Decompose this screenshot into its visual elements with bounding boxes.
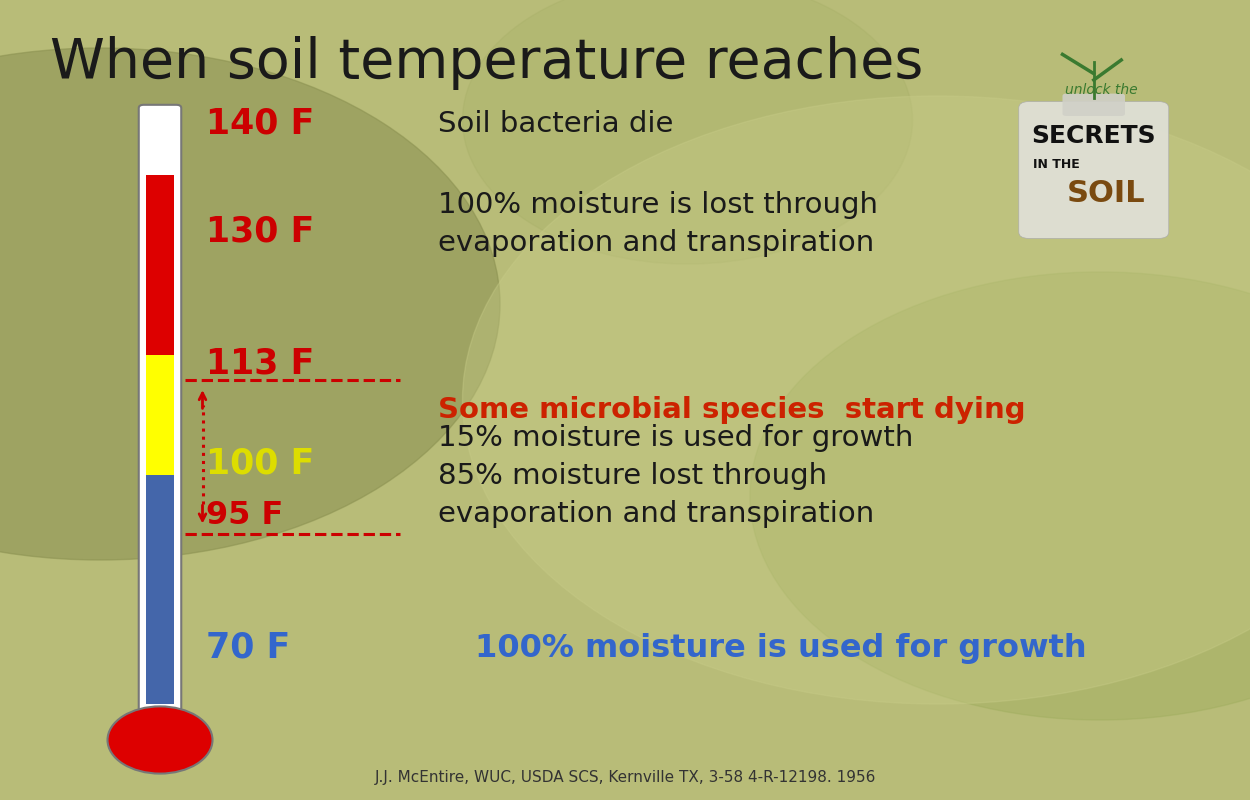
Circle shape (107, 706, 212, 774)
Text: 140 F: 140 F (206, 107, 315, 141)
Text: 15% moisture is used for growth
85% moisture lost through
evaporation and transp: 15% moisture is used for growth 85% mois… (438, 424, 912, 528)
Text: Some microbial species  start dying: Some microbial species start dying (438, 396, 1025, 424)
Text: 100% moisture is used for growth: 100% moisture is used for growth (475, 633, 1086, 663)
Text: 95 F: 95 F (206, 501, 284, 531)
Text: 130 F: 130 F (206, 215, 315, 249)
Text: 113 F: 113 F (206, 347, 315, 381)
Text: Soil bacteria die: Soil bacteria die (438, 110, 672, 138)
FancyBboxPatch shape (139, 105, 181, 711)
Bar (146, 474, 174, 704)
Text: J.J. McEntire, WUC, USDA SCS, Kernville TX, 3-58 4-R-12198. 1956: J.J. McEntire, WUC, USDA SCS, Kernville … (374, 770, 876, 785)
Text: When soil temperature reaches: When soil temperature reaches (50, 36, 924, 90)
Text: 100 F: 100 F (206, 447, 315, 481)
Text: 70 F: 70 F (206, 631, 290, 665)
Circle shape (462, 0, 912, 264)
Text: SECRETS: SECRETS (1031, 124, 1156, 148)
Circle shape (750, 272, 1250, 720)
FancyBboxPatch shape (1019, 102, 1169, 238)
Circle shape (462, 96, 1250, 704)
Bar (146, 354, 174, 474)
FancyBboxPatch shape (1062, 94, 1125, 116)
Text: SOIL: SOIL (1068, 179, 1145, 208)
Bar (146, 174, 174, 354)
Text: 100% moisture is lost through
evaporation and transpiration: 100% moisture is lost through evaporatio… (438, 191, 878, 257)
Text: unlock the: unlock the (1065, 82, 1138, 97)
Circle shape (0, 48, 500, 560)
Text: IN THE: IN THE (1032, 158, 1080, 170)
